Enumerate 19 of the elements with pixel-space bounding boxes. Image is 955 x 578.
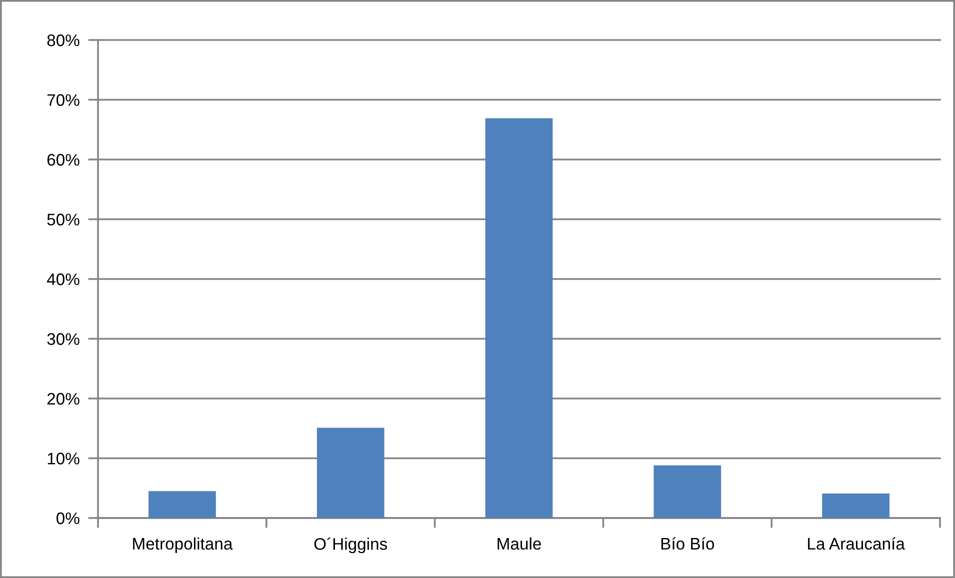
bar [148, 491, 216, 518]
y-tick-label: 40% [46, 273, 80, 286]
y-tick-label: 60% [47, 154, 80, 166]
y-tick-label: 0% [56, 512, 80, 524]
y-tick-label: 30% [47, 333, 80, 345]
y-tick-label: 80% [47, 34, 80, 46]
y-tick-label: 50% [47, 214, 80, 226]
x-tick-label: Bío Bío [661, 537, 714, 550]
bar [485, 118, 553, 518]
y-tick-label: 10% [48, 452, 80, 464]
x-tick-label: O´Higgins [314, 537, 388, 554]
bar [316, 428, 384, 518]
x-tick-label: Maule [498, 537, 541, 550]
bar [654, 465, 722, 518]
y-tick-label: 70% [47, 94, 80, 106]
x-tick-label: Metropolitana [133, 537, 233, 553]
x-tick-label: La Araucanía [808, 537, 905, 550]
bar [822, 494, 890, 518]
y-tick-label: 20% [47, 392, 80, 405]
